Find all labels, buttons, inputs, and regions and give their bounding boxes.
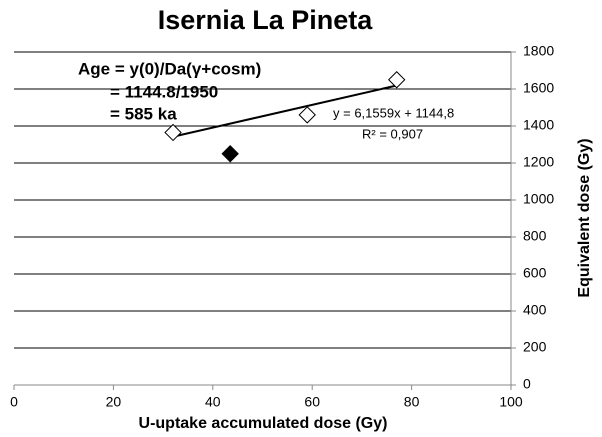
x-tick-label: 80 [404, 394, 420, 410]
y-tick-label: 800 [523, 228, 547, 244]
annotation: Age = y(0)/Da(γ+cosm) [78, 59, 261, 78]
y-tick-label: 1200 [523, 154, 554, 170]
x-tick-label: 0 [10, 394, 18, 410]
y-axis-label: Equivalent dose (Gy) [576, 138, 593, 297]
annotation: = 585 ka [110, 104, 177, 123]
y-tick-label: 0 [523, 376, 531, 392]
x-tick-label: 40 [205, 394, 221, 410]
x-tick-label: 100 [499, 394, 523, 410]
trendline [170, 84, 397, 139]
y-tick-label: 400 [523, 302, 547, 318]
trendline-equation: y = 6,1559x + 1144,8 [333, 105, 454, 120]
data-point [298, 106, 316, 124]
x-tick-label: 60 [304, 394, 320, 410]
trendline-r2: R² = 0,907 [362, 126, 423, 141]
x-axis-label: U-uptake accumulated dose (Gy) [139, 415, 388, 432]
y-tick-label: 1400 [523, 117, 554, 133]
x-tick-label: 20 [106, 394, 122, 410]
data-point [164, 123, 182, 142]
y-tick-label: 1800 [523, 43, 554, 59]
chart-title: Isernia La Pineta [158, 5, 374, 35]
data-point [387, 71, 406, 89]
annotation: = 1144.8/1950 [110, 82, 218, 101]
y-tick-label: 1000 [523, 191, 554, 207]
data-point [221, 145, 239, 163]
y-tick-label: 200 [523, 339, 547, 355]
y-tick-label: 1600 [523, 80, 554, 96]
y-tick-label: 600 [523, 265, 547, 281]
